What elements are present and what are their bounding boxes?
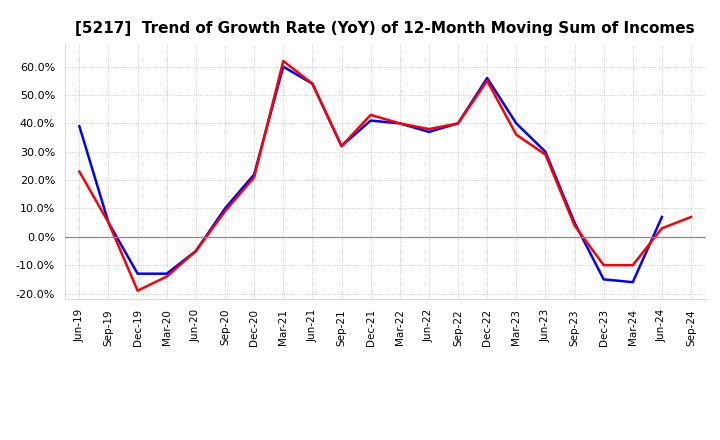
Ordinary Income Growth Rate	[279, 64, 287, 70]
Ordinary Income Growth Rate	[512, 121, 521, 126]
Ordinary Income Growth Rate	[395, 121, 404, 126]
Net Income Growth Rate	[512, 132, 521, 137]
Line: Net Income Growth Rate: Net Income Growth Rate	[79, 61, 691, 291]
Net Income Growth Rate	[250, 175, 258, 180]
Ordinary Income Growth Rate	[599, 277, 608, 282]
Ordinary Income Growth Rate	[192, 248, 200, 253]
Ordinary Income Growth Rate	[133, 271, 142, 276]
Net Income Growth Rate	[657, 226, 666, 231]
Net Income Growth Rate	[220, 209, 229, 214]
Ordinary Income Growth Rate	[337, 143, 346, 149]
Net Income Growth Rate	[483, 78, 492, 84]
Ordinary Income Growth Rate	[483, 75, 492, 81]
Net Income Growth Rate	[687, 214, 696, 220]
Ordinary Income Growth Rate	[657, 214, 666, 220]
Ordinary Income Growth Rate	[629, 279, 637, 285]
Net Income Growth Rate	[308, 81, 317, 86]
Net Income Growth Rate	[133, 288, 142, 293]
Ordinary Income Growth Rate	[454, 121, 462, 126]
Ordinary Income Growth Rate	[570, 220, 579, 225]
Net Income Growth Rate	[337, 143, 346, 149]
Ordinary Income Growth Rate	[104, 220, 113, 225]
Ordinary Income Growth Rate	[75, 124, 84, 129]
Net Income Growth Rate	[599, 263, 608, 268]
Ordinary Income Growth Rate	[250, 172, 258, 177]
Ordinary Income Growth Rate	[163, 271, 171, 276]
Net Income Growth Rate	[629, 263, 637, 268]
Ordinary Income Growth Rate	[220, 206, 229, 211]
Net Income Growth Rate	[395, 121, 404, 126]
Ordinary Income Growth Rate	[308, 81, 317, 86]
Net Income Growth Rate	[541, 152, 550, 157]
Net Income Growth Rate	[366, 112, 375, 117]
Ordinary Income Growth Rate	[366, 118, 375, 123]
Net Income Growth Rate	[454, 121, 462, 126]
Ordinary Income Growth Rate	[425, 129, 433, 135]
Net Income Growth Rate	[425, 126, 433, 132]
Net Income Growth Rate	[104, 220, 113, 225]
Net Income Growth Rate	[279, 59, 287, 64]
Net Income Growth Rate	[192, 248, 200, 253]
Line: Ordinary Income Growth Rate: Ordinary Income Growth Rate	[79, 67, 662, 282]
Net Income Growth Rate	[163, 274, 171, 279]
Ordinary Income Growth Rate	[541, 149, 550, 154]
Net Income Growth Rate	[75, 169, 84, 174]
Title: [5217]  Trend of Growth Rate (YoY) of 12-Month Moving Sum of Incomes: [5217] Trend of Growth Rate (YoY) of 12-…	[76, 21, 695, 36]
Net Income Growth Rate	[570, 223, 579, 228]
